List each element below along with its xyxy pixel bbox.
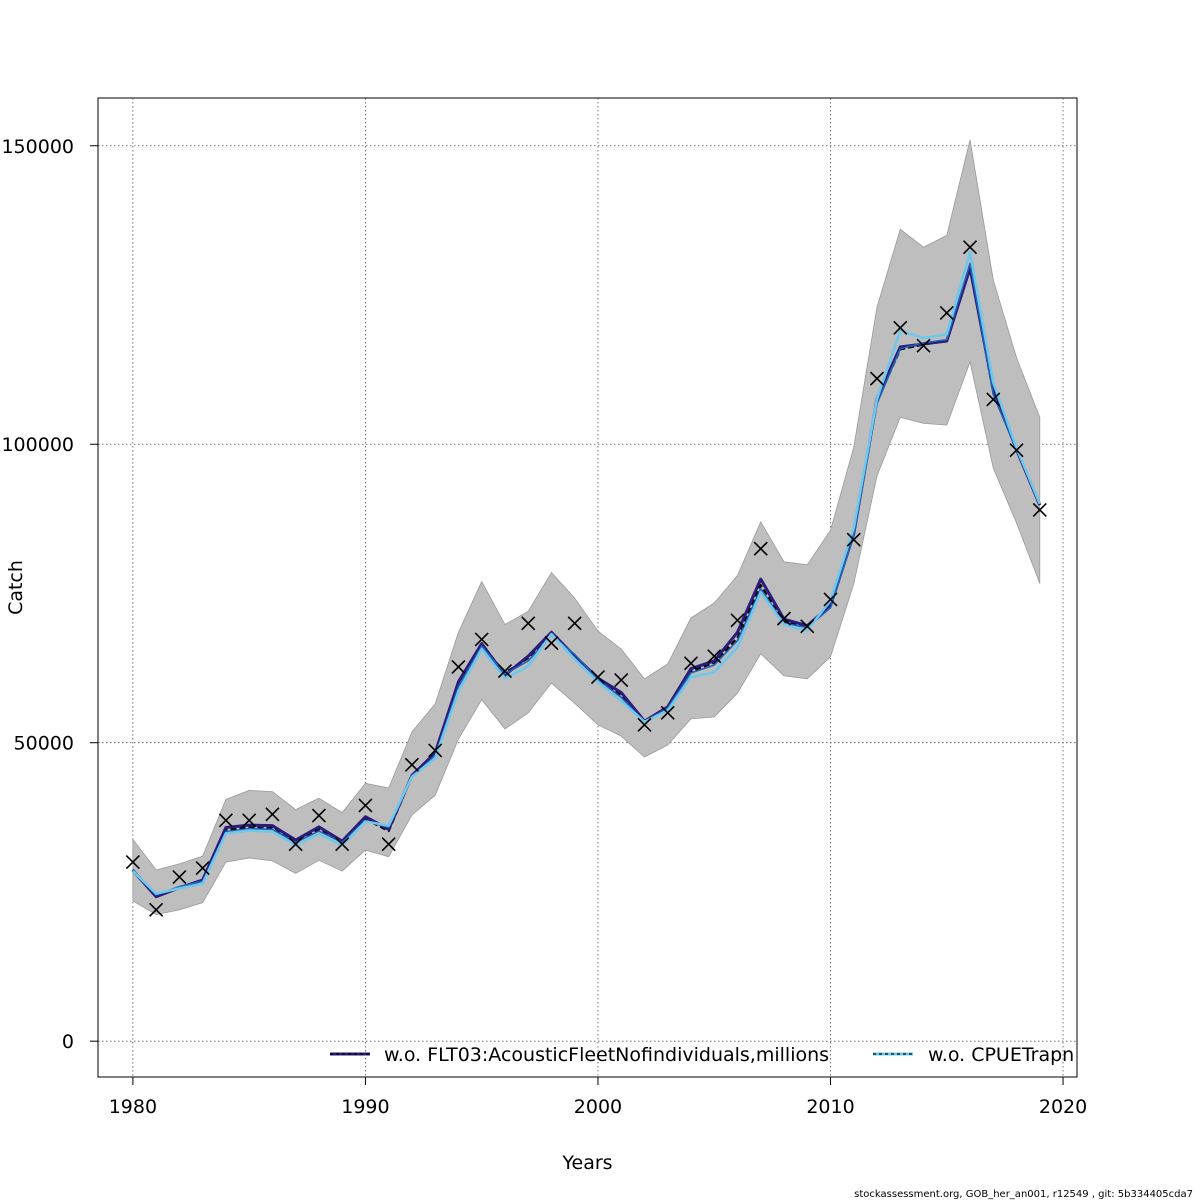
observed-point-1994 xyxy=(451,659,466,674)
observed-point-2019 xyxy=(1032,502,1047,517)
observed-point-2000 xyxy=(590,669,606,685)
observed-point-1996 xyxy=(497,664,513,679)
x-tick-label-3: 2010 xyxy=(806,1096,854,1118)
observed-point-2018 xyxy=(1009,443,1024,458)
observed-point-1995 xyxy=(474,632,489,647)
observed-point-2010 xyxy=(823,592,838,607)
observed-point-2006 xyxy=(730,613,745,628)
observed-point-1984 xyxy=(218,813,233,828)
y-tick-label-0: 0 xyxy=(62,1031,74,1053)
y-tick-label-2: 100000 xyxy=(1,434,74,456)
observed-point-2004 xyxy=(683,656,699,671)
x-tick-label-2: 2000 xyxy=(574,1096,622,1118)
observed-point-1992 xyxy=(404,757,419,772)
observed-point-2017 xyxy=(986,392,1001,407)
observed-point-1993 xyxy=(428,743,443,758)
observed-point-1991 xyxy=(381,837,396,852)
observed-point-1990 xyxy=(358,798,373,813)
observed-point-1981 xyxy=(149,902,164,917)
observed-point-1988 xyxy=(311,808,326,823)
observed-point-1985 xyxy=(242,813,257,828)
observed-point-2009 xyxy=(800,619,815,634)
observed-point-1982 xyxy=(172,869,187,885)
observed-point-2012 xyxy=(869,371,885,386)
observed-point-1999 xyxy=(567,616,582,631)
observed-point-2011 xyxy=(846,532,861,547)
legend-label-1: w.o. CPUETrapn xyxy=(928,1044,1074,1066)
footer-credit: stockassessment.org, GOB_her_an001, r125… xyxy=(854,1189,1193,1200)
observed-point-1986 xyxy=(265,807,280,822)
y-axis: 0 50000 100000 150000 xyxy=(1,136,98,1053)
series-line-0 xyxy=(132,265,1041,897)
observed-point-2003 xyxy=(660,705,675,720)
series-layer xyxy=(131,250,1042,899)
observed-point-2005 xyxy=(707,649,722,664)
observed-point-2008 xyxy=(776,611,792,626)
confidence-band xyxy=(132,139,1041,916)
observed-point-1980 xyxy=(125,855,140,870)
observed-point-1983 xyxy=(195,861,210,876)
y-tick-label-3: 150000 xyxy=(1,136,74,158)
observed-point-1997 xyxy=(521,616,536,631)
series-line-3 xyxy=(131,250,1041,896)
observed-point-2014 xyxy=(916,338,931,353)
observed-points-layer xyxy=(125,240,1047,917)
observed-point-2015 xyxy=(939,305,954,320)
x-tick-label-4: 2020 xyxy=(1039,1096,1087,1118)
y-axis-label: Catch xyxy=(5,560,27,615)
plot-frame xyxy=(97,97,1078,1078)
observed-point-2001 xyxy=(614,672,629,688)
observed-point-2007 xyxy=(753,541,768,556)
x-tick-label-0: 1980 xyxy=(109,1096,157,1118)
observed-point-2016 xyxy=(962,240,978,255)
x-tick-label-1: 1990 xyxy=(341,1096,389,1118)
confidence-band-layer xyxy=(132,139,1041,916)
series-line-2 xyxy=(132,262,1041,896)
y-tick-label-1: 50000 xyxy=(14,733,74,755)
x-axis-label: Years xyxy=(561,1152,612,1174)
legend-label-0: w.o. FLT03:AcousticFleetNofindividuals,m… xyxy=(384,1044,829,1066)
observed-point-2002 xyxy=(637,717,652,732)
observed-point-1987 xyxy=(288,837,303,852)
x-axis: 1980 1990 2000 2010 2020 xyxy=(109,1077,1087,1118)
observed-point-1998 xyxy=(544,635,559,651)
observed-point-2013 xyxy=(893,320,908,335)
observed-point-1989 xyxy=(335,837,350,852)
legend: w.o. FLT03:AcousticFleetNofindividuals,m… xyxy=(330,1044,1074,1066)
